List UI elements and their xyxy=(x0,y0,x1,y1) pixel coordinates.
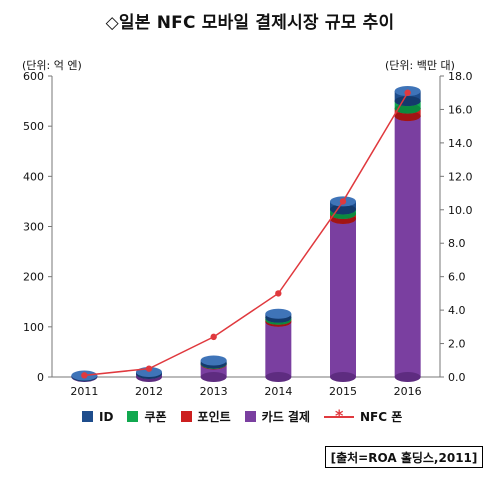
bar-segment-base xyxy=(394,372,421,382)
legend-label-card: 카드 결제 xyxy=(261,410,310,424)
bar-segment xyxy=(394,116,421,377)
right-tick-label: 10.0 xyxy=(448,204,473,217)
legend: ID 쿠폰 포인트 카드 결제 NFC 폰 xyxy=(82,406,416,425)
nfc-point xyxy=(339,198,347,205)
legend-swatch-point xyxy=(180,411,192,422)
right-tick-label: 2.0 xyxy=(448,338,466,351)
x-tick-label: 2013 xyxy=(200,385,228,398)
legend-swatch-id xyxy=(82,411,93,422)
x-tick-label: 2014 xyxy=(264,385,292,398)
left-tick-label: 0 xyxy=(37,371,44,384)
right-tick-label: 4.0 xyxy=(448,304,466,317)
nfc-point xyxy=(275,290,282,297)
source-note: [출처=ROA 홀딩스,2011] xyxy=(325,446,483,468)
bar-segment-base xyxy=(200,372,227,382)
bar-segment-base xyxy=(265,372,292,382)
left-tick-label: 200 xyxy=(23,271,44,284)
legend-label-id: ID xyxy=(99,409,114,424)
bar-segment xyxy=(265,321,292,377)
bar-segment xyxy=(394,91,421,102)
left-tick-label: 300 xyxy=(23,221,44,234)
x-tick-label: 2011 xyxy=(70,385,98,398)
x-tick-label: 2012 xyxy=(135,385,163,398)
right-tick-label: 16.0 xyxy=(448,103,473,116)
right-tick-label: 18.0 xyxy=(448,70,473,83)
bar-segment-base xyxy=(330,372,356,382)
nfc-point xyxy=(210,333,217,341)
right-tick-label: 8.0 xyxy=(448,237,466,250)
x-tick-label: 2016 xyxy=(394,385,422,398)
legend-item-point: 포인트 xyxy=(180,408,231,425)
bar-segment-base xyxy=(394,96,421,107)
bar-segment-top xyxy=(200,355,227,366)
legend-item-id: ID xyxy=(82,410,113,424)
bar-segment-base xyxy=(394,111,421,122)
right-tick-label: 12.0 xyxy=(448,170,473,183)
right-tick-label: 0.0 xyxy=(448,371,466,384)
right-tick-label: 6.0 xyxy=(448,271,466,284)
legend-swatch-coupon xyxy=(127,411,139,422)
legend-item-nfc: NFC 폰 xyxy=(324,406,403,425)
legend-swatch-card xyxy=(244,411,256,422)
bar-segment xyxy=(330,218,356,377)
nfc-point xyxy=(145,365,153,372)
nfc-point xyxy=(81,372,88,379)
legend-label-point: 포인트 xyxy=(197,410,231,424)
x-tick-label: 2015 xyxy=(329,385,357,398)
legend-label-nfc: NFC 폰 xyxy=(360,410,403,424)
bar-segment-base xyxy=(394,103,421,114)
right-axis-unit: (단위: 백만 대) xyxy=(385,59,455,72)
legend-label-coupon: 쿠폰 xyxy=(144,410,167,424)
nfc-line xyxy=(84,92,409,377)
left-axis-unit: (단위: 억 엔) xyxy=(22,59,82,72)
right-tick-label: 14.0 xyxy=(448,137,473,150)
left-tick-label: 600 xyxy=(23,70,44,83)
bar-segment-top xyxy=(265,308,292,319)
chart-title: ◇일본 NFC 모바일 결제시장 규모 추이 xyxy=(105,13,395,33)
left-tick-label: 400 xyxy=(23,170,44,183)
legend-item-coupon: 쿠폰 xyxy=(127,408,167,425)
nfc-point xyxy=(404,89,411,96)
legend-swatch-nfc xyxy=(324,406,354,425)
left-tick-label: 100 xyxy=(23,321,44,334)
left-tick-label: 500 xyxy=(23,120,44,133)
legend-item-card: 카드 결제 xyxy=(244,408,310,425)
